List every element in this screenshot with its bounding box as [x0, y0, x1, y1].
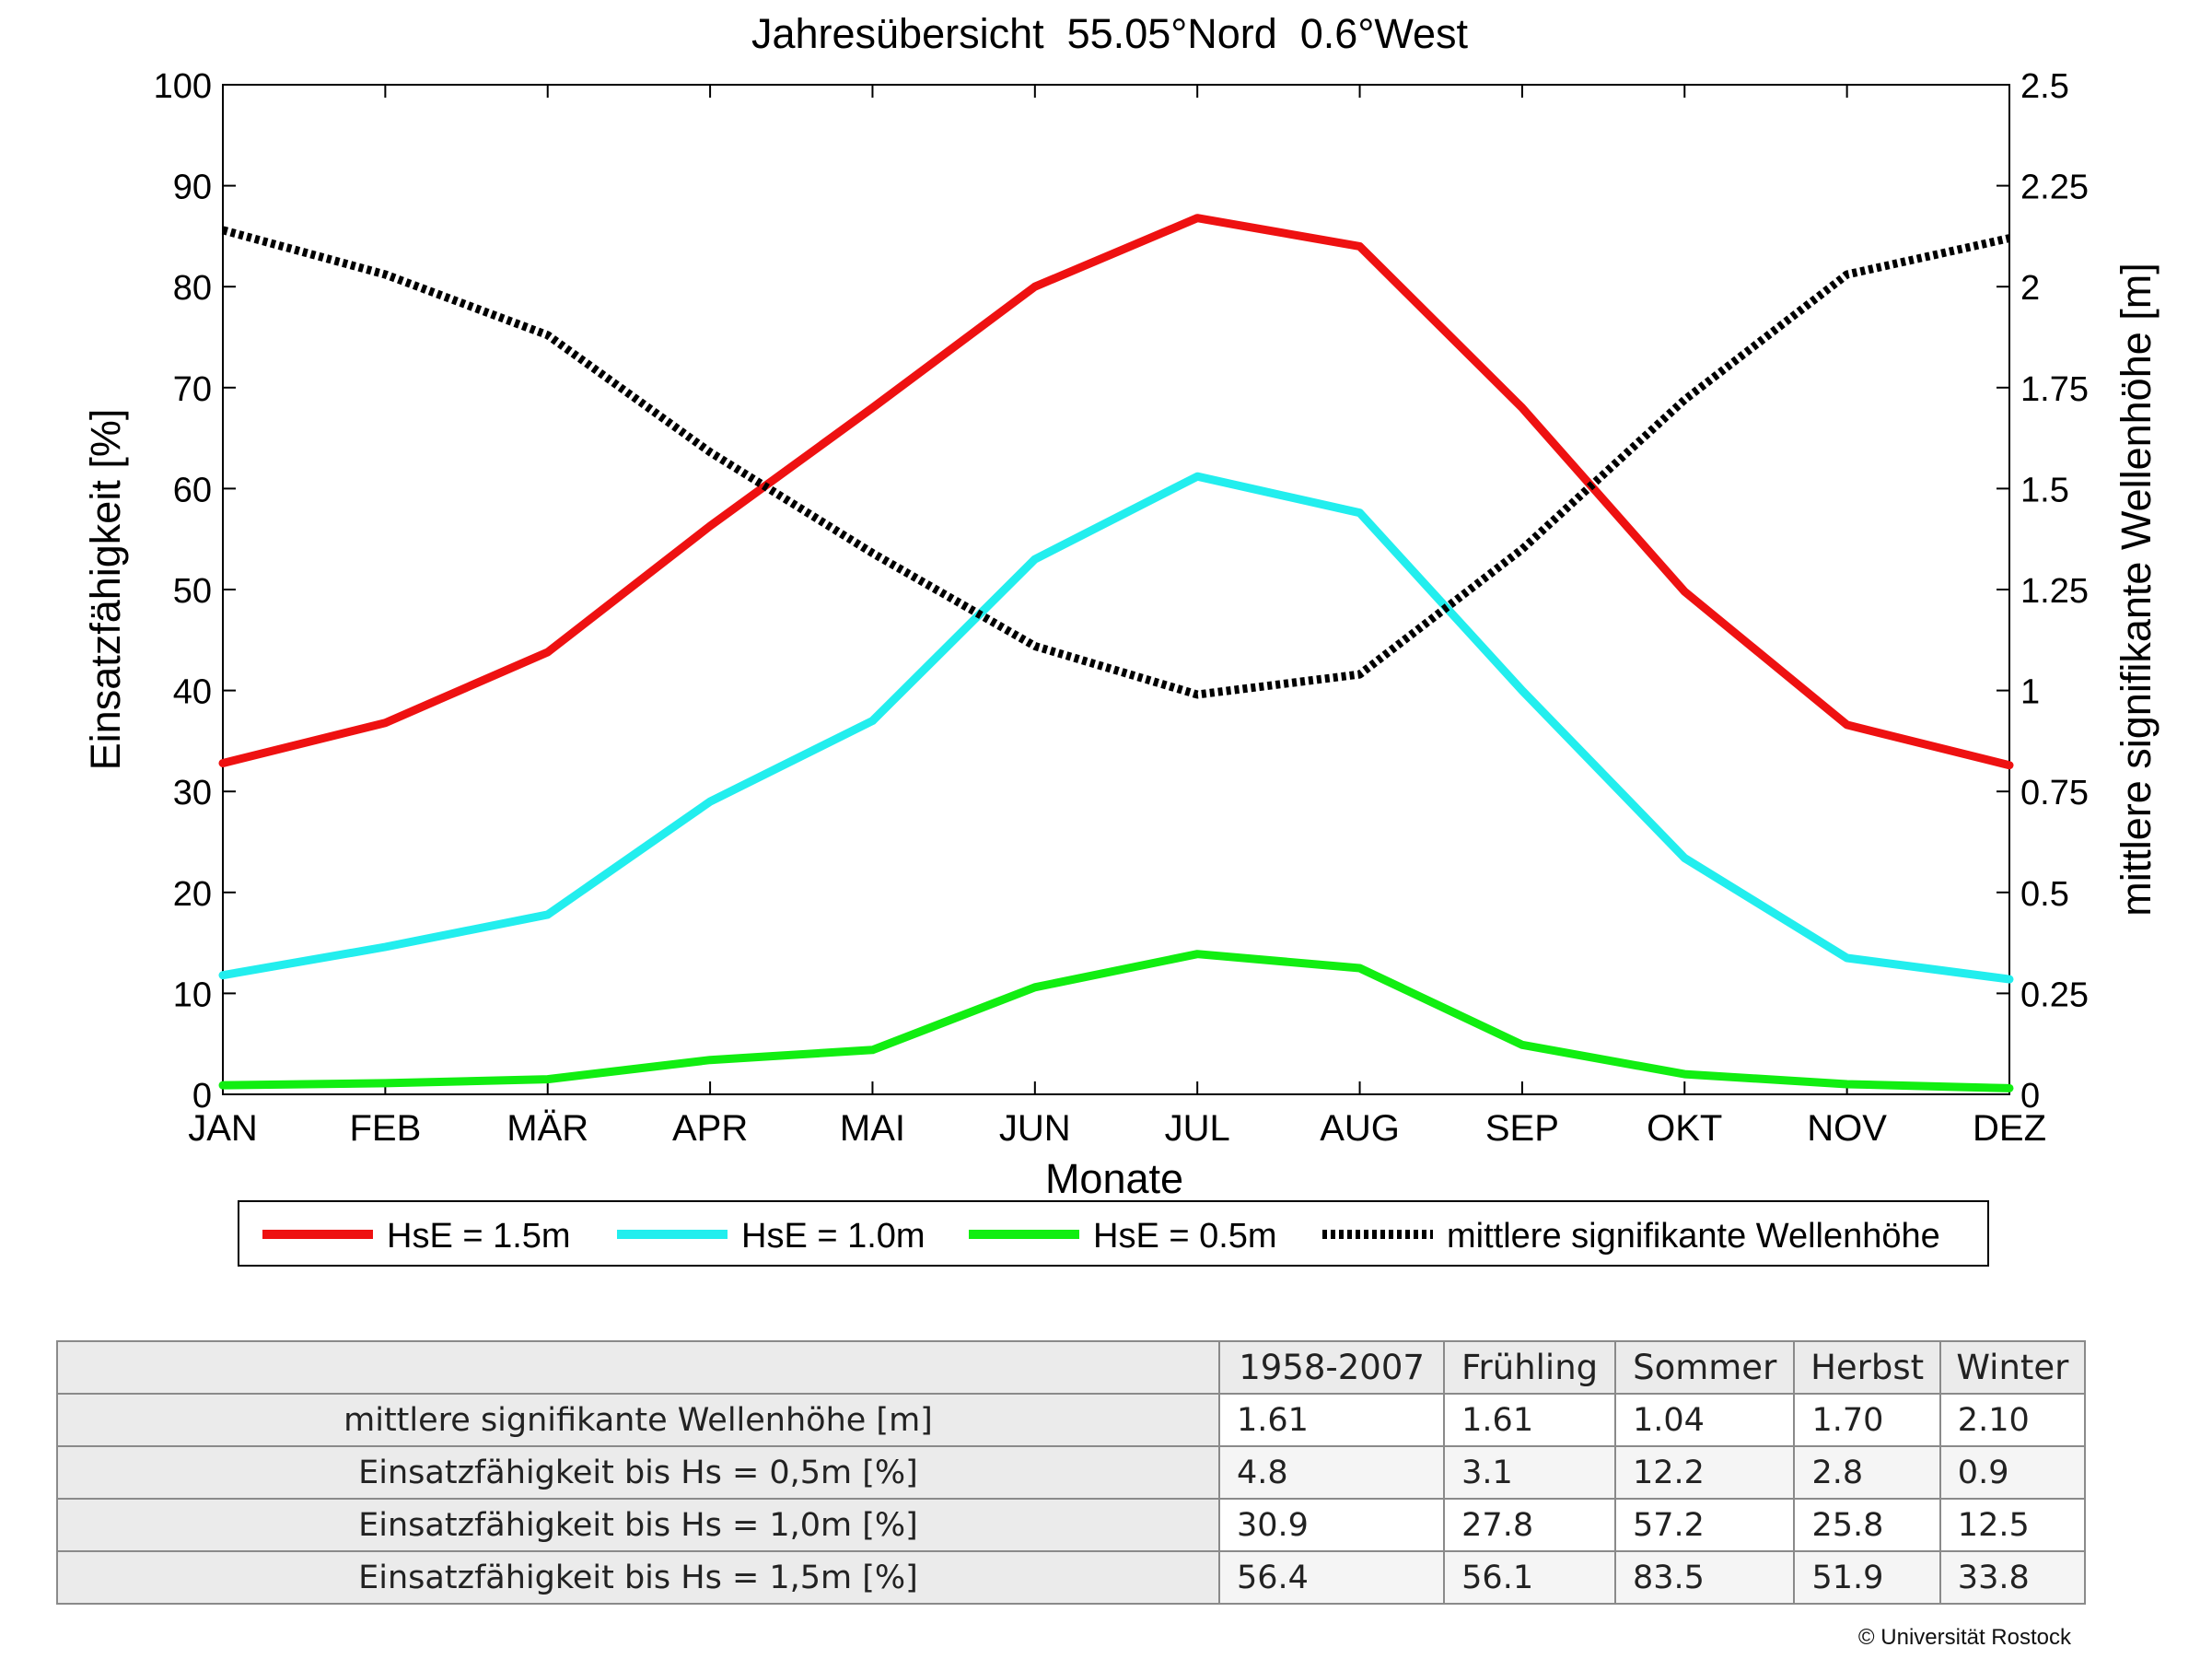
table-cell: 1.61	[1443, 1393, 1616, 1447]
y-tick-label-left: 10	[173, 976, 212, 1014]
table-cell: 56.4	[1217, 1550, 1446, 1605]
wave-chart: Jahresübersicht 55.05°Nord 0.6°West 0102…	[82, 10, 2160, 1267]
y-tick-label-left: 30	[173, 774, 212, 812]
table-cell: 57.2	[1613, 1498, 1796, 1552]
table-header-cell	[56, 1340, 1220, 1395]
x-axis-label: Monate	[1045, 1155, 1183, 1202]
x-tick-label: JUL	[1165, 1108, 1230, 1149]
y-tick-label-left: 20	[173, 875, 212, 914]
series-line-1	[218, 472, 2014, 984]
left-axis: 0 10 20 30 40 50 60 70 80 90 100	[154, 67, 2009, 1116]
y-tick-label-left: 40	[173, 673, 212, 712]
x-tick-label: MÄR	[506, 1108, 588, 1149]
table-header-cell: Herbst	[1793, 1340, 1941, 1395]
legend-box	[238, 1200, 1989, 1267]
x-tick-label: FEB	[349, 1108, 421, 1149]
y-tick-label-right: 1.75	[2020, 370, 2089, 409]
y-tick-label-right: 0.25	[2020, 976, 2089, 1014]
y-tick-label-right: 0	[2020, 1077, 2040, 1116]
row-label: mittlere signifikante Wellenhöhe [m]	[56, 1393, 1220, 1447]
y-tick-label-right: 2.5	[2020, 67, 2069, 106]
y-tick-label-left: 70	[173, 370, 212, 409]
y-tick-label-left: 100	[154, 67, 212, 106]
table-cell: 4.8	[1217, 1445, 1446, 1500]
row-label: Einsatzfähigkeit bis Hs = 1,5m [%]	[56, 1550, 1220, 1605]
y-axis-label-right: mittlere signifikante Wellenhöhe [m]	[2113, 263, 2160, 917]
legend-label: mittlere signifikante Wellenhöhe	[1447, 1217, 1940, 1256]
legend-label: HsE = 1.0m	[741, 1217, 926, 1256]
y-tick-label-right: 2	[2020, 269, 2040, 308]
legend-label: HsE = 1.5m	[387, 1217, 571, 1256]
x-tick-label: JUN	[999, 1108, 1071, 1149]
legend: HsE = 1.5m HsE = 1.0m HsE = 0.5m mittlere s…	[238, 1200, 1989, 1267]
y-tick-label-left: 0	[192, 1077, 212, 1116]
x-axis: JAN FEB MÄR APR MAI JUN JUL AUG SEP OKT NOV DEZ	[188, 85, 2046, 1149]
table-cell: 0.9	[1938, 1445, 2087, 1500]
table-header-cell: 1958-2007	[1217, 1340, 1446, 1395]
y-tick-label-left: 50	[173, 572, 212, 611]
table-row: mittlere signifikante Wellenhöhe [m] 1.6…	[56, 1393, 2087, 1447]
table-cell: 1.61	[1217, 1393, 1446, 1447]
x-tick-label: AUG	[1320, 1108, 1400, 1149]
table-cell: 3.1	[1443, 1445, 1616, 1500]
copyright-notice: © Universität Rostock	[1857, 1625, 2071, 1650]
x-tick-label: MAI	[840, 1108, 905, 1149]
table-cell: 12.2	[1613, 1445, 1796, 1500]
table-row: Einsatzfähigkeit bis Hs = 1,0m [%] 30.9 …	[56, 1498, 2087, 1552]
chart-title: Jahresübersicht 55.05°Nord 0.6°West	[751, 10, 1469, 57]
y-tick-label-right: 1.5	[2020, 471, 2069, 509]
series-line-0	[218, 214, 2014, 770]
table-header-cell: Winter	[1938, 1340, 2087, 1395]
y-tick-label-right: 1.25	[2020, 572, 2089, 611]
table-header-cell: Sommer	[1613, 1340, 1796, 1395]
table-cell: 33.8	[1938, 1550, 2087, 1605]
table-cell: 27.8	[1443, 1498, 1616, 1552]
table-row: Einsatzfähigkeit bis Hs = 0,5m [%] 4.8 3…	[56, 1445, 2087, 1500]
y-tick-label-right: 2.25	[2020, 169, 2089, 207]
y-tick-label-right: 0.75	[2020, 774, 2089, 812]
table-cell: 83.5	[1613, 1550, 1796, 1605]
legend-label: HsE = 0.5m	[1093, 1217, 1277, 1256]
table-row: Einsatzfähigkeit bis Hs = 1,5m [%] 56.4 …	[56, 1550, 2087, 1605]
right-axis: 0 0.25 0.5 0.75 1 1.25 1.5 1.75 2 2.25 2.5	[2020, 67, 2089, 1116]
x-tick-label: JAN	[188, 1108, 258, 1149]
table-cell: 30.9	[1217, 1498, 1446, 1552]
y-tick-label-left: 80	[173, 269, 212, 308]
x-tick-label: DEZ	[1973, 1108, 2046, 1149]
table-cell: 56.1	[1443, 1550, 1616, 1605]
summary-table: 1958-2007 Frühling Sommer Herbst Winter …	[56, 1340, 2087, 1605]
plot-area	[222, 84, 2010, 1095]
table-cell: 1.70	[1793, 1393, 1941, 1447]
table-cell: 51.9	[1793, 1550, 1941, 1605]
x-tick-label: APR	[672, 1108, 748, 1149]
row-label: Einsatzfähigkeit bis Hs = 1,0m [%]	[56, 1498, 1220, 1552]
x-tick-label: OKT	[1647, 1108, 1722, 1149]
row-label: Einsatzfähigkeit bis Hs = 0,5m [%]	[56, 1445, 1220, 1500]
y-tick-label-left: 90	[173, 169, 212, 207]
table-cell: 2.10	[1938, 1393, 2087, 1447]
table-cell: 12.5	[1938, 1498, 2087, 1552]
table-header-cell: Frühling	[1443, 1340, 1616, 1395]
y-tick-label-right: 1	[2020, 673, 2040, 712]
table-header-row: 1958-2007 Frühling Sommer Herbst Winter	[56, 1340, 2087, 1395]
y-tick-label-left: 60	[173, 471, 212, 509]
y-tick-label-right: 0.5	[2020, 875, 2069, 914]
table-cell: 25.8	[1793, 1498, 1941, 1552]
series-line-3	[221, 226, 2010, 699]
series-lines	[218, 214, 2014, 1092]
y-axis-label-left: Einsatzfähigkeit [%]	[82, 409, 129, 771]
x-tick-label: SEP	[1485, 1108, 1559, 1149]
x-tick-label: NOV	[1807, 1108, 1887, 1149]
table-cell: 2.8	[1793, 1445, 1941, 1500]
series-line-2	[218, 950, 2014, 1092]
table-cell: 1.04	[1613, 1393, 1796, 1447]
